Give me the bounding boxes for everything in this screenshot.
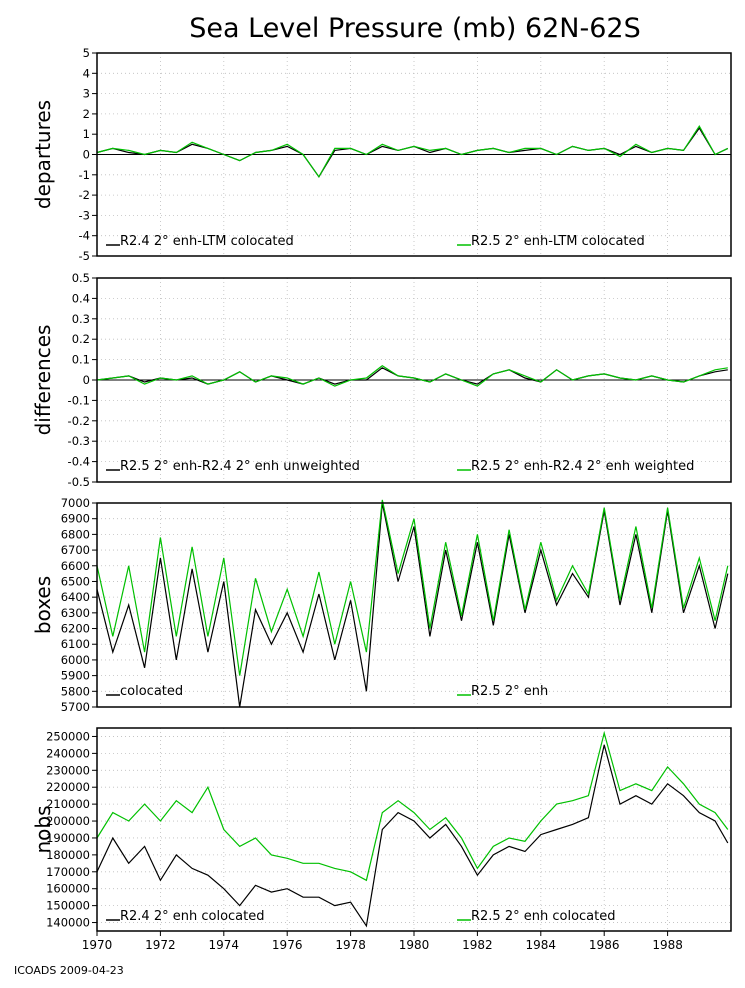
y-tick-label: 5800 [61,684,90,698]
y-tick-label: -5 [79,249,90,263]
x-tick-label: 1980 [399,938,430,952]
y-tick-label: -0.5 [68,475,90,489]
legend-label: R2.5 2° enh colocated [471,909,615,924]
y-tick-label: 140000 [46,916,90,930]
series-line-black [96,744,729,928]
panel-nobs: 250000 240000 230000 220000 210000 200000 1900… [31,727,732,932]
y-axis-label: differences [31,325,55,436]
panel-frame [96,277,732,483]
legend-label: R2.5 2° enh-LTM colocated [471,234,645,249]
series-line-green [96,124,729,178]
y-axis-label: departures [31,100,55,209]
panel-boxes: 7000690068006700660065006400630062006100… [31,496,732,714]
y-tick-label: 0.2 [72,332,90,346]
y-tick-label: 210000 [46,797,90,811]
footer-label: ICOADS 2009-04-23 [14,964,124,977]
y-tick-label: 5700 [61,700,90,714]
panel-differences: 0.5 0.4 0.3 0.2 0.1 0 -0.1 -0.2 -0.3 -0.4 -0.5 R2.5… [31,271,732,489]
y-tick-label: 6600 [61,559,90,573]
y-tick-label: 250000 [46,729,90,743]
y-tick-label: 6200 [61,622,90,636]
y-tick-label: 2 [83,107,90,121]
series-line-black [96,127,729,178]
y-tick-label: -0.4 [68,455,90,469]
y-tick-label: 6500 [61,574,90,588]
y-tick-label: 160000 [46,882,90,896]
legend-label: colocated [120,684,183,699]
y-tick-label: -2 [79,188,90,202]
y-axis-label: boxes [31,576,55,634]
y-tick-label: 150000 [46,899,90,913]
y-tick-label: 0.1 [72,353,90,367]
y-tick-label: 200000 [46,814,90,828]
x-tick-label: 1974 [209,938,240,952]
y-tick-label: 230000 [46,763,90,777]
y-tick-label: 6400 [61,590,90,604]
y-tick-label: 0.3 [72,312,90,326]
x-tick-label: 1978 [335,938,366,952]
chart-title: Sea Level Pressure (mb) 62N-62S [189,13,641,44]
panel-frame [96,502,732,708]
y-tick-label: 7000 [61,496,90,510]
x-tick-label: 1986 [589,938,620,952]
legend-label: R2.4 2° enh-LTM colocated [120,234,294,249]
y-tick-label: 0 [83,148,90,162]
panel-departures: 5 4 3 2 1 0 -1 -2 -3 -4 -5 R2.4 2° enh-LTM colocate… [31,46,732,263]
series-line-green [96,730,729,882]
y-tick-label: 170000 [46,865,90,879]
legend-label: R2.4 2° enh colocated [120,909,264,924]
legend-label: R2.5 2° enh-R2.4 2° enh unweighted [120,459,360,474]
y-tick-label: 220000 [46,780,90,794]
y-axis-label: nobs [31,805,55,853]
panels: 5 4 3 2 1 0 -1 -2 -3 -4 -5 R2.4 2° enh-LTM colocate… [31,46,732,932]
y-tick-label: 0.5 [72,271,90,285]
y-tick-label: 5 [83,46,90,60]
y-tick-label: 6000 [61,653,90,667]
legend-label: R2.5 2° enh [471,684,548,699]
y-tick-label: 6800 [61,527,90,541]
y-tick-label: -0.1 [68,393,90,407]
y-tick-label: 6100 [61,637,90,651]
y-tick-label: 0 [83,373,90,387]
x-tick-label: 1970 [82,938,113,952]
x-tick-label: 1988 [652,938,683,952]
x-axis: 1970 1972 1974 1976 1978 1980 1982 1984 1986 1988 [82,931,683,952]
y-tick-label: -3 [79,208,90,222]
x-tick-label: 1972 [145,938,176,952]
y-tick-label: 3 [83,87,90,101]
series-line-green [96,499,729,676]
y-tick-label: 4 [83,66,90,80]
x-tick-label: 1982 [462,938,493,952]
series-line-black [96,502,729,708]
y-tick-label: 190000 [46,831,90,845]
y-tick-label: -0.3 [68,434,90,448]
legend-label: R2.5 2° enh-R2.4 2° enh weighted [471,459,694,474]
y-tick-label: 240000 [46,746,90,760]
y-tick-label: -1 [79,168,90,182]
y-tick-label: 5900 [61,669,90,683]
x-tick-label: 1984 [526,938,557,952]
panel-frame [96,52,732,257]
y-tick-label: 0.4 [72,291,90,305]
y-tick-label: -4 [79,229,90,243]
y-tick-label: 6300 [61,606,90,620]
series-line-green [96,364,728,387]
y-tick-label: -0.2 [68,414,90,428]
y-tick-label: 6900 [61,512,90,526]
y-tick-label: 6700 [61,543,90,557]
y-tick-label: 180000 [46,848,90,862]
x-tick-label: 1976 [272,938,303,952]
y-tick-label: 1 [83,127,90,141]
